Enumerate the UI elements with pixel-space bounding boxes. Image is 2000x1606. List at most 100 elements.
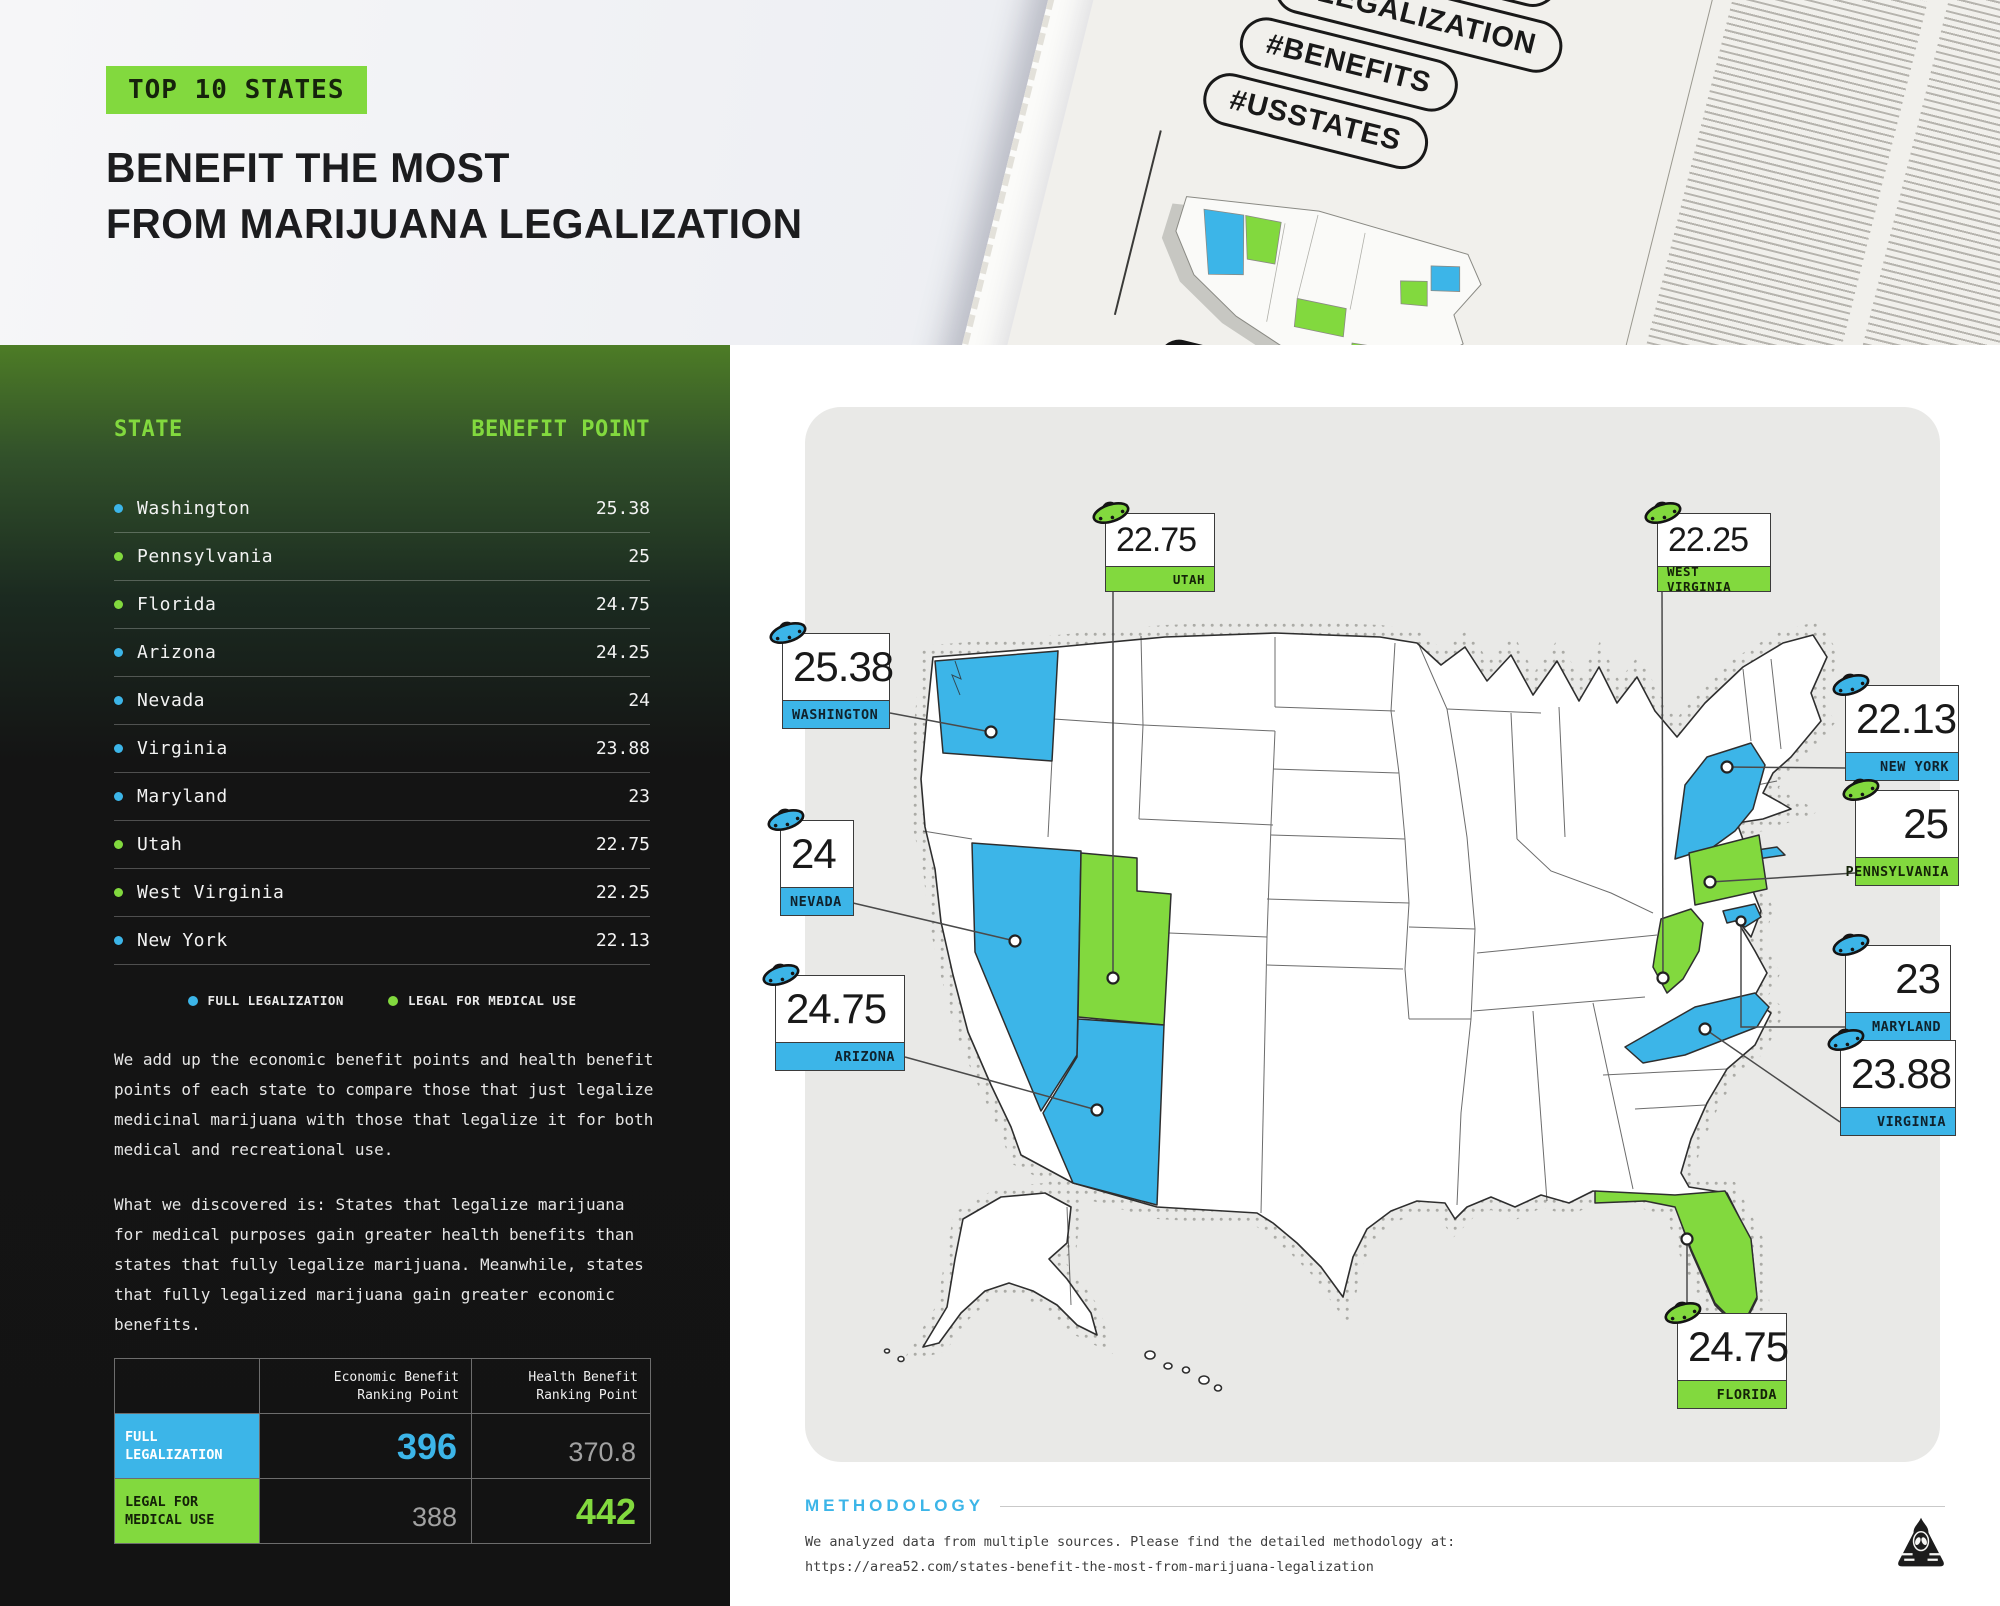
benefit-point: 24 xyxy=(628,690,650,711)
table-row: Washington 25.38 xyxy=(114,485,650,533)
title-line-2: FROM MARIJUANA LEGALIZATION xyxy=(106,200,803,247)
medical-economic-value: 388 xyxy=(260,1479,472,1543)
table-row: Virginia 23.88 xyxy=(114,725,650,773)
empty-cell xyxy=(115,1359,260,1414)
summary-table: Economic Benefit Ranking Point Health Be… xyxy=(114,1358,651,1544)
state-name: Pennsylvania xyxy=(137,546,274,567)
state-nevada xyxy=(971,842,1082,1112)
hawaii xyxy=(1213,1384,1223,1392)
map-callout-virginia: 23.88 VIRGINIA xyxy=(1824,1022,1956,1136)
table-row: New York 22.13 xyxy=(114,917,650,965)
status-dot xyxy=(114,888,123,897)
leader-new-york xyxy=(1726,766,1846,769)
leader-lines xyxy=(852,588,1856,1313)
status-dot xyxy=(114,552,123,561)
newspaper-mini-map xyxy=(1161,196,1482,345)
status-dot xyxy=(114,600,123,609)
leader-maryland xyxy=(1740,921,1845,1028)
table-row: Arizona 24.25 xyxy=(114,629,650,677)
state-name: Washington xyxy=(137,498,251,519)
state-name: Utah xyxy=(137,834,183,855)
state-name: Maryland xyxy=(137,786,228,807)
table-row: West Virginia 22.25 xyxy=(114,869,650,917)
aleutian-island xyxy=(883,1348,891,1354)
medical-health-value: 442 xyxy=(575,1491,636,1532)
full-economic-value: 396 xyxy=(260,1414,472,1479)
state-name: Florida xyxy=(137,594,217,615)
callout-state: PENNSYLVANIA xyxy=(1845,858,1958,885)
leader-washington xyxy=(889,712,992,733)
status-dot xyxy=(114,696,123,705)
green-dot-icon xyxy=(387,995,398,1006)
callout-value: 23 xyxy=(1846,946,1950,1013)
state-name: Nevada xyxy=(137,690,206,711)
state-markers xyxy=(984,725,1747,1246)
callout-state: WASHINGTON xyxy=(783,701,889,728)
highlighted-states xyxy=(934,650,1786,1330)
benefit-point: 23 xyxy=(628,786,650,807)
legend: FULL LEGALIZATION LEGAL FOR MEDICAL USE xyxy=(114,993,650,1008)
leader-pennsylvania xyxy=(1709,872,1856,883)
ranking-table-header: STATE BENEFIT POINT xyxy=(114,417,650,442)
us-map xyxy=(852,588,1856,1392)
callout-value: 22.25 xyxy=(1658,514,1770,567)
state-virginia xyxy=(1624,992,1770,1064)
map-callout-washington: 25.38 WASHINGTON xyxy=(766,615,894,729)
methodology-title: METHODOLOGY xyxy=(805,1496,985,1515)
leader-west-virginia xyxy=(1661,588,1664,979)
callout-value: 25.38 xyxy=(783,634,894,701)
table-row: Florida 24.75 xyxy=(114,581,650,629)
state-washington xyxy=(934,650,1059,762)
callout-state: UTAH xyxy=(1106,567,1214,591)
blue-dot-icon xyxy=(187,995,198,1006)
newspaper: #MARIJUANA #LEGALIZATION #BENEFITS #USST… xyxy=(1001,0,2000,345)
table-row: Nevada 24 xyxy=(114,677,650,725)
map-callout-nevada: 24 NEVADA xyxy=(764,802,854,916)
state-name: Arizona xyxy=(137,642,217,663)
state-name: New York xyxy=(137,930,228,951)
aleutian-island xyxy=(897,1355,905,1363)
status-dot xyxy=(114,792,123,801)
benefit-point: 25.38 xyxy=(595,498,650,519)
description-paragraph-1: We add up the economic benefit points an… xyxy=(114,1050,654,1159)
map-callout-new-york: 22.13 NEW YORK xyxy=(1829,667,1959,781)
callout-state: FLORIDA xyxy=(1678,1381,1786,1408)
callout-value: 22.13 xyxy=(1846,686,1958,753)
map-callout-florida: 24.75 FLORIDA xyxy=(1661,1295,1789,1409)
callout-state: NEVADA xyxy=(781,888,853,915)
table-row: Maryland 23 xyxy=(114,773,650,821)
status-dot xyxy=(114,936,123,945)
title-line-1: BENEFIT THE MOST xyxy=(106,144,510,191)
state-new-york xyxy=(1674,742,1766,860)
state-arizona xyxy=(1042,1018,1165,1206)
column-health: Health Benefit Ranking Point xyxy=(472,1359,650,1414)
legend-full-legalization: FULL LEGALIZATION xyxy=(187,993,344,1008)
methodology-section: METHODOLOGY We analyzed data from multip… xyxy=(805,1496,1945,1580)
methodology-link[interactable]: https://area52.com/states-benefit-the-mo… xyxy=(805,1559,1374,1575)
row-label-medical: LEGAL FOR MEDICAL USE xyxy=(115,1479,260,1543)
state-name: West Virginia xyxy=(137,882,285,903)
benefit-point: 24.25 xyxy=(595,642,650,663)
page-title: BENEFIT THE MOST FROM MARIJUANA LEGALIZA… xyxy=(106,140,803,252)
area52-logo xyxy=(1898,1517,1944,1567)
callout-state: ARIZONA xyxy=(776,1043,904,1070)
leader-nevada xyxy=(852,902,1016,942)
benefit-point: 25 xyxy=(628,546,650,567)
state-name: Virginia xyxy=(137,738,228,759)
ranking-table: Washington 25.38 Pennsylvania 25 Florida 24… xyxy=(114,485,650,965)
column-benefit-point: BENEFIT POINT xyxy=(471,417,650,442)
leader-arizona xyxy=(904,1056,1098,1111)
row-label-full: FULL LEGALIZATION xyxy=(115,1414,260,1479)
map-callout-maryland: 23 MARYLAND xyxy=(1829,927,1951,1041)
callout-state: NEW YORK xyxy=(1846,753,1958,780)
hawaii xyxy=(1163,1362,1173,1370)
status-dot xyxy=(114,744,123,753)
ranking-panel: STATE BENEFIT POINT Washington 25.38 Penn… xyxy=(0,345,730,1606)
header: #MARIJUANA #LEGALIZATION #BENEFITS #USST… xyxy=(0,0,2000,345)
benefit-point: 24.75 xyxy=(595,594,650,615)
map-callout-utah: 22.75 UTAH xyxy=(1089,495,1215,592)
leader-virginia xyxy=(1704,1028,1841,1123)
callout-value: 23.88 xyxy=(1841,1041,1955,1108)
hawaii xyxy=(1144,1350,1156,1360)
table-row: Utah 22.75 xyxy=(114,821,650,869)
